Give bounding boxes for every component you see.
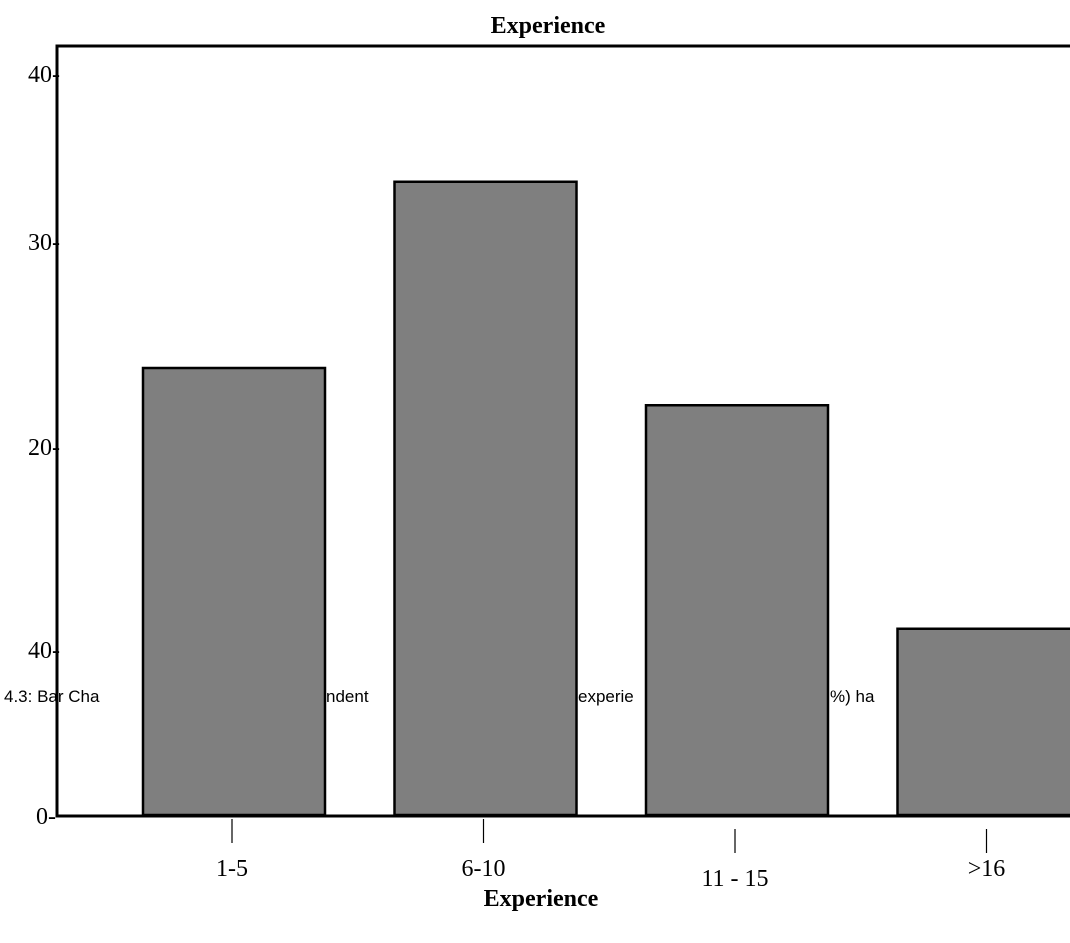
y-tick-label: 30- xyxy=(28,230,60,256)
x-tick-label: 1-5 xyxy=(216,856,248,882)
x-axis-ticks: 1-5 6-10 11 - 15 >16 xyxy=(216,819,1005,892)
bar-2 xyxy=(393,180,578,817)
bar-3 xyxy=(644,404,830,817)
y-tick-label: 0- xyxy=(36,804,56,830)
y-tick-label: 40- xyxy=(28,62,60,88)
bar-1 xyxy=(141,366,327,817)
y-tick-label: 40- xyxy=(28,638,60,664)
caption-fragment-4: %) ha xyxy=(830,687,875,706)
caption-overlay: 4.3: Bar Cha ndent experie %) ha xyxy=(4,687,875,706)
bar-4 xyxy=(896,627,1070,817)
x-tick-label: 11 - 15 xyxy=(701,866,768,892)
x-axis-label: Experience xyxy=(484,886,599,912)
caption-fragment-2: ndent xyxy=(326,687,369,706)
x-tick-label: >16 xyxy=(968,856,1006,882)
caption-fragment-1: 4.3: Bar Cha xyxy=(4,687,100,706)
bars xyxy=(141,180,1070,817)
x-tick-label: 6-10 xyxy=(462,856,506,882)
chart-title: Experience xyxy=(491,13,606,39)
caption-fragment-3: experie xyxy=(578,687,634,706)
y-axis-ticks: 0- 40- 20- 30- 40- xyxy=(28,62,60,830)
y-tick-label: 20- xyxy=(28,435,60,461)
